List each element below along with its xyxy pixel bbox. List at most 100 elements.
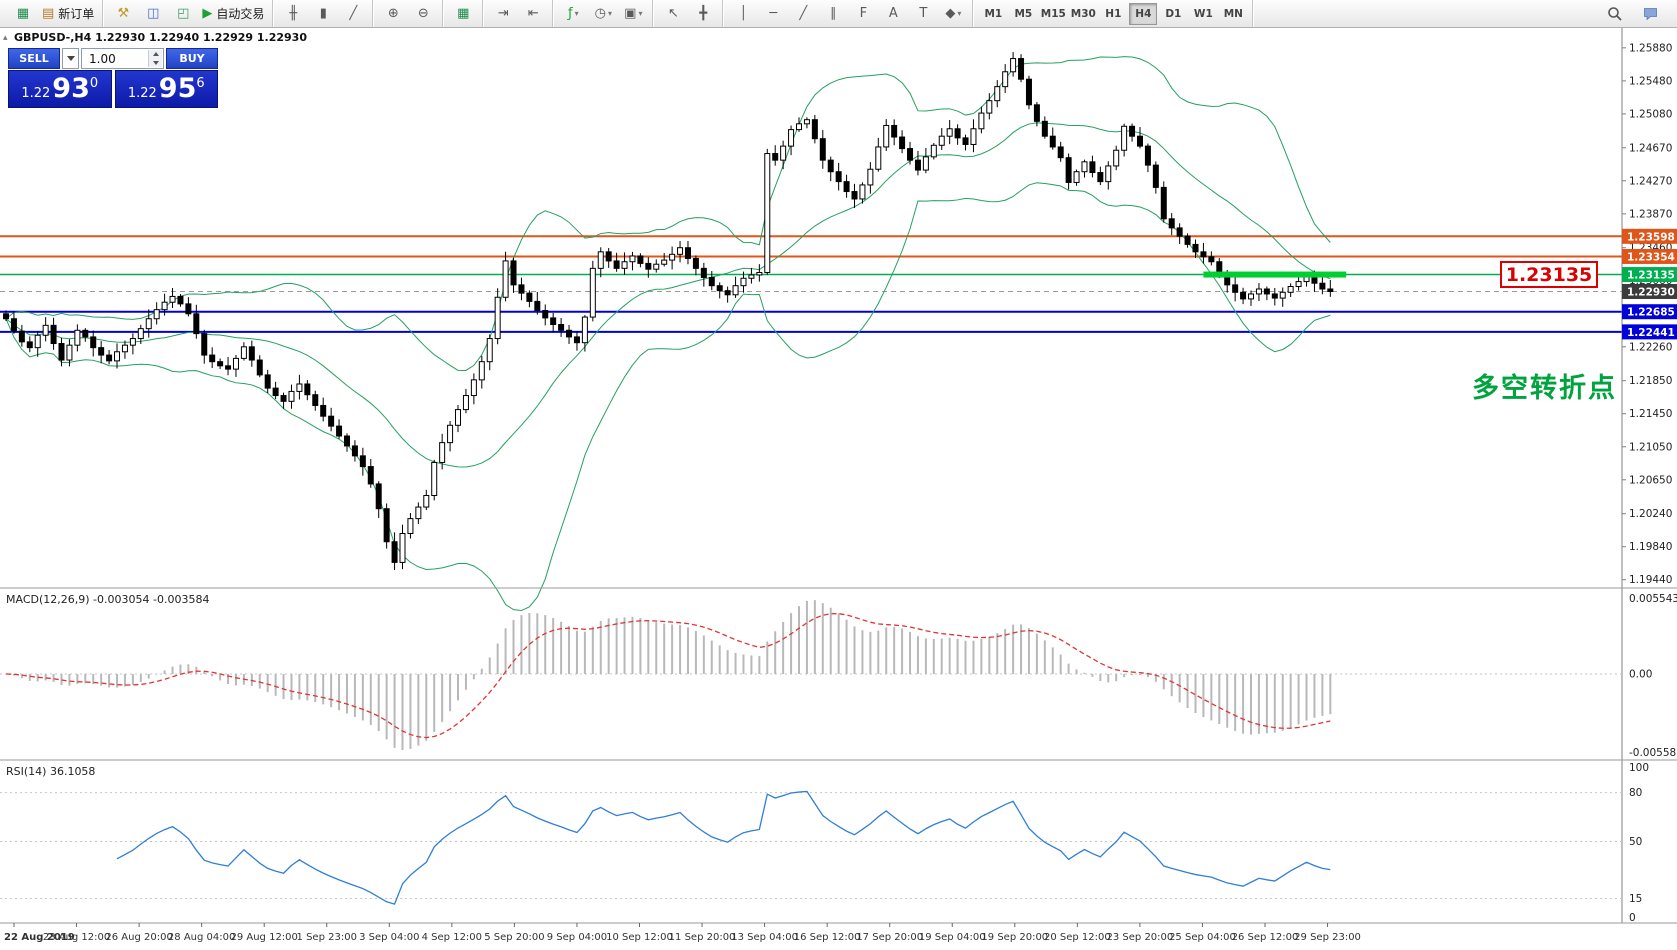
templates-button[interactable]: ▣ ▾ bbox=[624, 6, 643, 21]
timeframe-m5-button[interactable]: M5 bbox=[1014, 7, 1033, 20]
tile-windows-icon[interactable]: ▦ bbox=[457, 6, 470, 21]
toolbar-group: ╫ ▮ ╱ bbox=[274, 0, 374, 27]
indicators-button[interactable]: ƒ ▾ bbox=[568, 6, 579, 21]
timeframe-m15-button[interactable]: M15 bbox=[1040, 7, 1066, 20]
toolbar-group: ↖ ╋ bbox=[654, 0, 724, 27]
collapse-icon[interactable]: ▴ bbox=[3, 33, 8, 43]
volume-input[interactable]: 1.00 bbox=[81, 48, 164, 69]
timeframe-m1-button[interactable]: M1 bbox=[984, 7, 1003, 20]
auto-trading-button[interactable]: ▶ 自动交易 bbox=[202, 6, 265, 21]
data-window-icon[interactable]: ◫ bbox=[147, 6, 160, 21]
svg-text:1.25880: 1.25880 bbox=[1629, 42, 1672, 54]
svg-text:1.22260: 1.22260 bbox=[1629, 341, 1672, 353]
candlestick-chart-icon[interactable]: ▮ bbox=[319, 6, 327, 21]
cursor-icon[interactable]: ↖ bbox=[667, 6, 679, 21]
svg-text:1.22930: 1.22930 bbox=[1627, 286, 1675, 298]
buy-price-big: 95 bbox=[158, 72, 197, 104]
chevron-down-icon bbox=[66, 56, 75, 61]
level-price-flag[interactable]: 1.23135 bbox=[1500, 261, 1598, 288]
text-label-icon[interactable]: T bbox=[919, 6, 928, 21]
toolbar-right bbox=[1599, 2, 1673, 26]
crosshair-icon[interactable]: ╋ bbox=[699, 6, 708, 21]
svg-text:100: 100 bbox=[1629, 762, 1649, 774]
svg-text:1.19840: 1.19840 bbox=[1629, 541, 1672, 553]
volume-value: 1.00 bbox=[89, 51, 116, 66]
toolbar-group: ƒ ▾ ◷ ▾ ▣ ▾ bbox=[554, 0, 654, 27]
svg-text:50: 50 bbox=[1629, 836, 1642, 848]
vertical-line-icon[interactable]: │ bbox=[739, 6, 748, 21]
fibonacci-icon[interactable]: F bbox=[859, 6, 868, 21]
zoom-out-icon[interactable]: ⊖ bbox=[417, 6, 429, 21]
text-icon[interactable]: A bbox=[888, 6, 898, 21]
svg-text:19 Sep 04:00: 19 Sep 04:00 bbox=[919, 932, 986, 943]
svg-text:20 Sep 12:00: 20 Sep 12:00 bbox=[1044, 932, 1111, 943]
timeframe-m30-button[interactable]: M30 bbox=[1070, 7, 1096, 20]
svg-text:9 Sep 04:00: 9 Sep 04:00 bbox=[547, 932, 607, 943]
svg-text:22 Aug 2019: 22 Aug 2019 bbox=[4, 932, 75, 943]
svg-text:4 Sep 12:00: 4 Sep 12:00 bbox=[422, 932, 482, 943]
toolbar-group: ⚒ ◫ ◰ ▶ 自动交易 bbox=[104, 0, 274, 27]
svg-text:17 Sep 20:00: 17 Sep 20:00 bbox=[856, 932, 923, 943]
timeframe-mn-button[interactable]: MN bbox=[1223, 7, 1243, 20]
svg-text:1.19440: 1.19440 bbox=[1629, 574, 1672, 586]
svg-text:25 Sep 04:00: 25 Sep 04:00 bbox=[1169, 932, 1236, 943]
chart-window: 1.25880 1.25480 1.25080 1.24670 1.24270 1.238… bbox=[0, 28, 1677, 950]
svg-text:0.005543: 0.005543 bbox=[1629, 593, 1677, 605]
volume-stepper[interactable] bbox=[148, 50, 162, 67]
svg-text:26 Aug 20:00: 26 Aug 20:00 bbox=[105, 932, 172, 943]
community-icon[interactable] bbox=[1635, 2, 1665, 26]
price-chart[interactable]: 1.25880 1.25480 1.25080 1.24670 1.24270 1.238… bbox=[0, 28, 1677, 950]
line-chart-icon[interactable]: ╱ bbox=[349, 6, 358, 21]
sell-price-display[interactable]: 1.22 93 0 bbox=[8, 70, 112, 108]
timeframe-h1-button[interactable]: H1 bbox=[1105, 7, 1122, 20]
buy-price-display[interactable]: 1.22 95 6 bbox=[114, 70, 218, 108]
equidistant-channel-icon[interactable]: ∥ bbox=[830, 6, 837, 21]
svg-text:3 Sep 04:00: 3 Sep 04:00 bbox=[359, 932, 419, 943]
step-down-icon bbox=[152, 60, 159, 65]
toolbar: ▦ ▤ 新订单 ⚒ ◫ ◰ ▶ 自动交易 ╫ ▮ ╱ ⊕ ⊖ ▦ ⇥ ⇤ ƒ ▾ ◷ ▾ ▣ ▾ ↖ ╋ │ ─ ╱ ∥ F A T ◆ ▾ M1… bbox=[0, 0, 1677, 28]
zoom-in-icon[interactable]: ⊕ bbox=[387, 6, 399, 21]
arrows-dropdown[interactable]: ◆ ▾ bbox=[945, 6, 962, 21]
svg-text:29 Aug 12:00: 29 Aug 12:00 bbox=[230, 932, 297, 943]
navigator-icon[interactable]: ◰ bbox=[177, 6, 190, 21]
periods-button[interactable]: ◷ ▾ bbox=[594, 6, 612, 21]
svg-text:1.23135: 1.23135 bbox=[1627, 270, 1675, 282]
timeframe-w1-button[interactable]: W1 bbox=[1193, 7, 1213, 20]
svg-text:80: 80 bbox=[1629, 787, 1642, 799]
search-icon[interactable] bbox=[1599, 2, 1629, 26]
step-up-icon bbox=[152, 52, 159, 57]
toolbar-group: ▦ ▤ 新订单 bbox=[4, 0, 104, 27]
toolbar-group: ⊕ ⊖ bbox=[374, 0, 444, 27]
new-order-button[interactable]: ▤ 新订单 bbox=[42, 6, 95, 21]
volume-dropdown[interactable] bbox=[62, 48, 79, 69]
chart-shift-icon[interactable]: ⇤ bbox=[527, 6, 539, 21]
svg-text:5 Sep 20:00: 5 Sep 20:00 bbox=[484, 932, 544, 943]
chart-symbol-header: GBPUSD-,H4 1.22930 1.22940 1.22929 1.229… bbox=[14, 31, 307, 44]
sell-button[interactable]: SELL bbox=[8, 48, 60, 69]
svg-text:1.21050: 1.21050 bbox=[1629, 441, 1672, 453]
svg-text:1.20650: 1.20650 bbox=[1629, 474, 1672, 486]
buy-button[interactable]: BUY bbox=[166, 48, 218, 69]
rsi-label: RSI(14) 36.1058 bbox=[6, 765, 95, 778]
svg-text:1.25480: 1.25480 bbox=[1629, 75, 1672, 87]
turning-point-annotation[interactable]: 多空转折点 bbox=[1472, 373, 1617, 404]
svg-text:10 Sep 12:00: 10 Sep 12:00 bbox=[606, 932, 673, 943]
svg-text:23 Aug 12:00: 23 Aug 12:00 bbox=[43, 932, 110, 943]
timeframe-toolbar: M1 M5 M15 M30 H1 H4 D1 W1 MN bbox=[974, 0, 1254, 27]
mql-editor-icon[interactable]: ⚒ bbox=[117, 6, 130, 21]
bar-chart-icon[interactable]: ╫ bbox=[289, 6, 298, 21]
horizontal-line-icon[interactable]: ─ bbox=[769, 6, 778, 21]
trendline-icon[interactable]: ╱ bbox=[799, 6, 808, 21]
buy-price-pip: 6 bbox=[196, 76, 205, 91]
auto-scroll-icon[interactable]: ⇥ bbox=[497, 6, 509, 21]
timeframe-h4-button[interactable]: H4 bbox=[1129, 2, 1158, 25]
svg-text:0: 0 bbox=[1629, 912, 1636, 924]
svg-text:1.21850: 1.21850 bbox=[1629, 375, 1672, 387]
svg-text:19 Sep 20:00: 19 Sep 20:00 bbox=[981, 932, 1048, 943]
toolbar-group: ▦ bbox=[444, 0, 484, 27]
svg-text:23 Sep 20:00: 23 Sep 20:00 bbox=[1107, 932, 1174, 943]
terminal-icon[interactable]: ▦ bbox=[16, 6, 30, 21]
svg-text:1.23598: 1.23598 bbox=[1627, 231, 1675, 243]
timeframe-d1-button[interactable]: D1 bbox=[1165, 7, 1182, 20]
svg-text:11 Sep 20:00: 11 Sep 20:00 bbox=[669, 932, 736, 943]
